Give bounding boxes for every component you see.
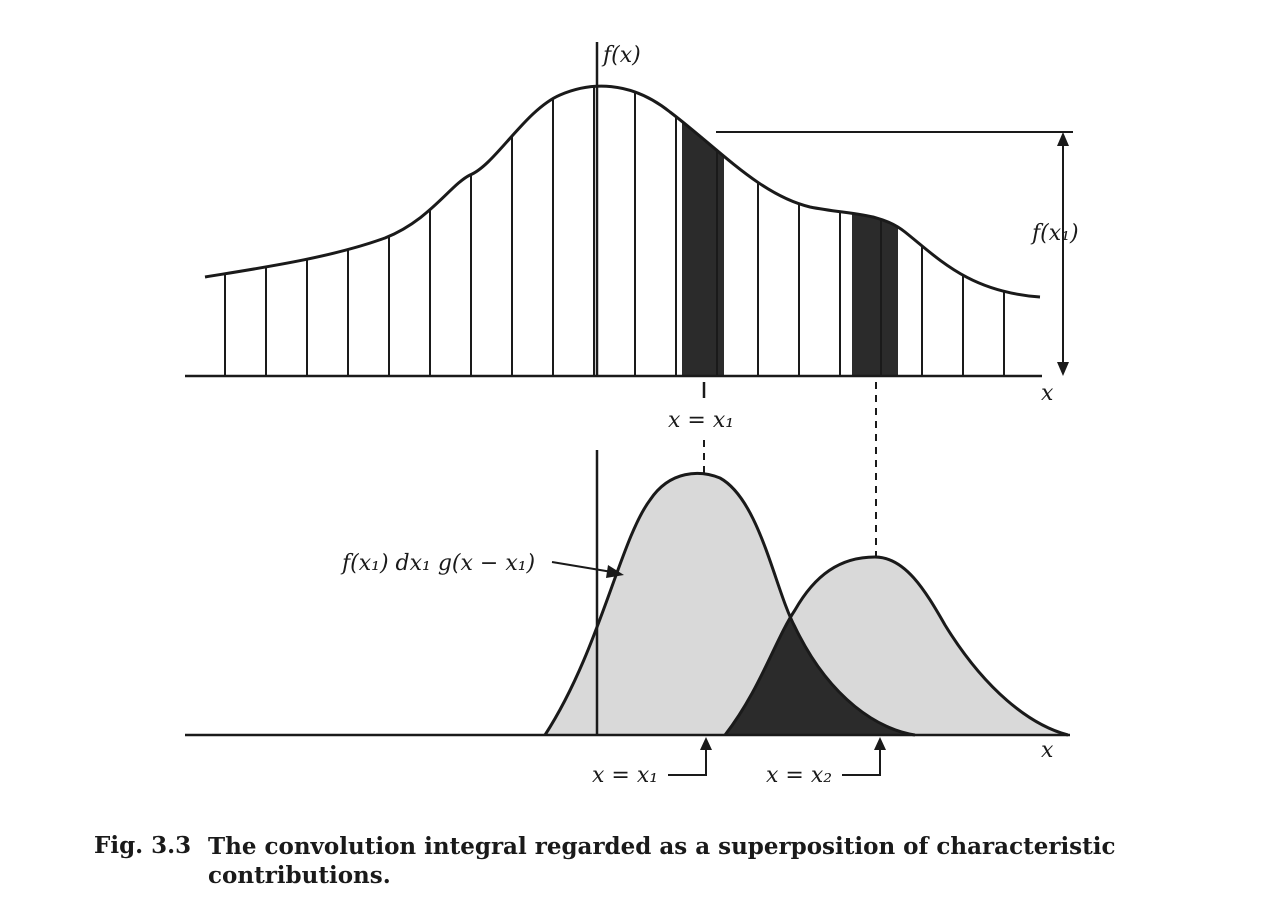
arrow-x2-label: x = x₂ — [766, 763, 832, 788]
arrow-x1-line — [668, 744, 707, 776]
arrow-x2-head-icon — [874, 737, 886, 750]
g2-curve — [723, 555, 1069, 737]
bottom-x-axis-label: x — [1041, 738, 1054, 763]
arrow-x1-label: x = x₁ — [592, 763, 658, 788]
height-arrow-up-icon — [1057, 132, 1069, 146]
curve-pointer-line — [551, 561, 613, 573]
figure-label: Fig. 3.3 — [94, 832, 192, 859]
top-marker-label: x = x₁ — [668, 408, 734, 433]
g1-fill — [545, 473, 915, 735]
curve-label: f(x₁) dx₁ g(x − x₁) — [340, 551, 535, 576]
top-x-axis-label: x — [1041, 381, 1054, 406]
arrow-x2-line — [842, 744, 881, 776]
f-curve — [204, 84, 1041, 299]
top-plot: f(x) x f(x₁) x = x₁ — [185, 42, 1079, 557]
height-label: f(x₁) — [1030, 221, 1079, 246]
curve-pointer-arrow-icon — [606, 565, 624, 578]
bottom-plot: x f(x₁) dx₁ g(x − x₁) x = x₁ x = x₂ — [185, 450, 1070, 788]
g1-curve — [543, 472, 916, 737]
top-y-axis-label: f(x) — [601, 43, 641, 68]
figure-caption: The convolution integral regarded as a s… — [208, 833, 1116, 889]
arrow-x1-head-icon — [700, 737, 712, 750]
height-arrow-down-icon — [1057, 362, 1069, 376]
